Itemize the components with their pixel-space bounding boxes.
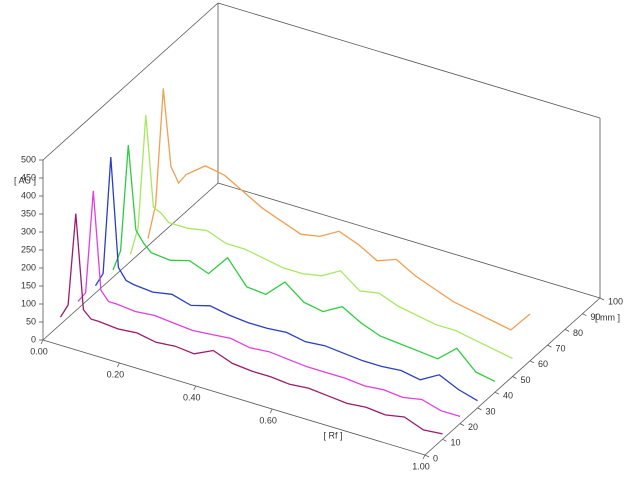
z-tick [494, 391, 500, 395]
series-line [147, 88, 531, 331]
x-axis-label: [ Rf ] [323, 430, 342, 440]
x-tick-label: 1.00 [412, 461, 430, 471]
z-tick [442, 438, 447, 442]
z-tick-label: 80 [573, 328, 583, 338]
series-line [112, 144, 496, 382]
y-tick-label: 250 [21, 244, 36, 254]
x-tick-label: 0.60 [259, 415, 277, 425]
z-tick [547, 344, 552, 348]
y-tick-label: 150 [21, 280, 36, 290]
axis-edge [217, 182, 601, 299]
axis-edge [217, 2, 601, 119]
z-tick [477, 407, 482, 411]
y-tick-label: 50 [26, 316, 36, 326]
x-tick [40, 339, 44, 345]
y-tick-label: 400 [21, 190, 36, 200]
y-tick-label: 350 [21, 208, 36, 218]
z-tick-label: 30 [486, 406, 496, 416]
z-tick [599, 297, 605, 301]
z-tick [529, 360, 535, 364]
x-tick [193, 385, 197, 391]
z-tick [564, 329, 570, 332]
y-tick-label: 200 [21, 262, 36, 272]
x-tick [117, 362, 120, 368]
z-tick [424, 454, 430, 458]
z-tick-label: 10 [451, 438, 461, 448]
series-line [77, 190, 461, 418]
z-tick [512, 376, 517, 379]
y-tick-label: 0 [31, 334, 36, 344]
y-tick-label: 300 [21, 226, 36, 236]
z-tick-label: 20 [468, 422, 478, 432]
y-tick-label: 500 [21, 154, 36, 164]
z-axis-label: [ mm ] [595, 312, 620, 322]
z-tick-label: 70 [556, 343, 566, 353]
series-line [94, 157, 478, 402]
z-tick [459, 423, 465, 426]
z-tick-label: 0 [433, 453, 438, 463]
x-tick [269, 408, 273, 414]
series-line [59, 213, 443, 435]
z-tick-label: 100 [608, 296, 623, 306]
axis-edge [42, 2, 219, 161]
z-tick-label: 50 [521, 375, 531, 385]
x-tick-label: 0.20 [107, 369, 125, 379]
y-tick-label: 100 [21, 298, 36, 308]
z-tick-label: 40 [503, 391, 513, 401]
z-tick-label: 90 [591, 312, 601, 322]
y-axis-label: [ AU ] [14, 175, 36, 185]
z-tick-label: 60 [538, 359, 548, 369]
series-line [129, 114, 513, 360]
x-tick-label: 0.40 [183, 392, 201, 402]
axis-edge [42, 339, 426, 456]
x-tick [422, 454, 426, 460]
y-tick-label: 450 [21, 172, 36, 182]
z-tick [582, 313, 587, 317]
x-tick-label: 0.00 [30, 346, 48, 356]
axis-edge [42, 182, 219, 341]
